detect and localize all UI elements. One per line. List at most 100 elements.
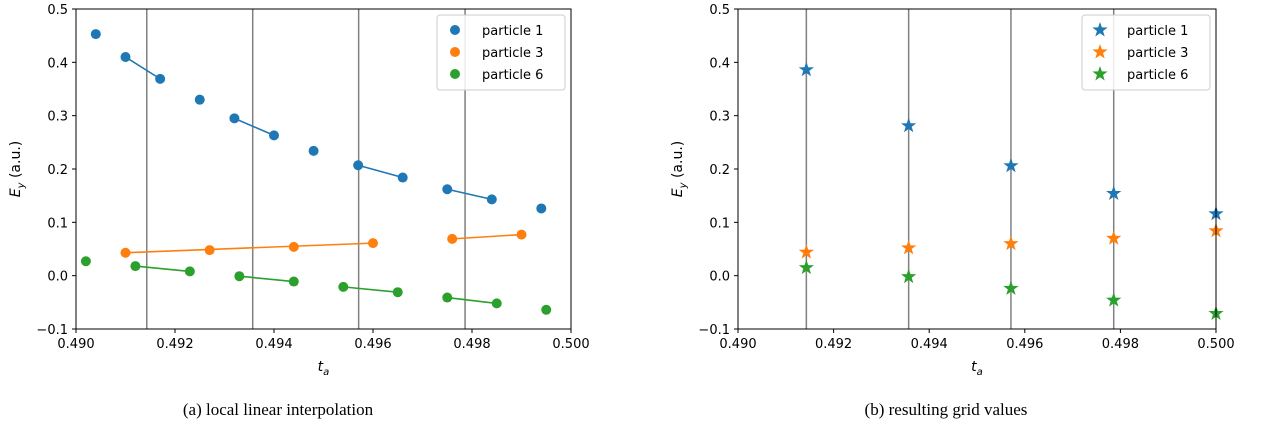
series-3-point-4 (234, 271, 245, 282)
y-tick-label: −0.1 (36, 323, 68, 338)
series-2-point-3 (1003, 235, 1019, 251)
y-tick-label: 0.5 (709, 3, 730, 18)
x-tick-label: 0.494 (255, 337, 292, 352)
legend-marker-2 (450, 47, 460, 57)
series-3-point-2 (130, 261, 141, 272)
series-2-segment-1 (125, 242, 374, 254)
series-1-segment-1 (125, 56, 161, 80)
y-tick-label: 0.4 (709, 56, 730, 71)
series-1-segment-3 (357, 164, 403, 179)
series-2-point-5 (447, 233, 458, 244)
series-3-segment-3 (343, 286, 398, 293)
y-tick-label: 0.1 (709, 216, 730, 231)
legend-marker-3 (450, 69, 460, 79)
legend: particle 1 particle 3 particle 6 (1081, 14, 1211, 91)
legend-label-2: particle 3 (1127, 46, 1188, 61)
caption-b: (b) resulting grid values (864, 400, 1028, 419)
series-1-point-2 (120, 52, 131, 62)
legend-box (436, 14, 566, 91)
y-axis-label: Ey (a.u.) (8, 141, 27, 198)
series-3-point-9 (491, 298, 502, 309)
y-tick-label: 0.5 (47, 3, 68, 18)
y-tick-label: 0.1 (47, 216, 68, 231)
legend-marker-1 (1092, 22, 1108, 37)
legend-label-3: particle 6 (482, 68, 543, 83)
series-3-point-5 (288, 276, 299, 287)
legend-marker-1 (450, 25, 460, 35)
y-tick-label: −0.1 (698, 323, 730, 338)
y-tick-label: 0.0 (47, 270, 68, 285)
series-2-point-4 (368, 238, 378, 249)
series-3-segment-1 (135, 265, 190, 273)
series-1-point-6 (269, 130, 279, 141)
series-3-segment-4 (447, 296, 497, 305)
y-tick-label: 0.2 (709, 163, 730, 178)
series-1-point-9 (397, 172, 408, 183)
series-3-point-6 (338, 281, 349, 292)
legend-box (1081, 14, 1211, 91)
series-1-point-4 (194, 94, 205, 105)
x-tick-label: 0.492 (815, 337, 852, 352)
series-3-point-1 (80, 256, 91, 267)
legend-marker-2 (1092, 44, 1108, 59)
y-tick-label: 0.2 (47, 163, 68, 178)
series-2-point-1 (798, 244, 814, 259)
x-tick-label: 0.498 (1102, 337, 1139, 352)
series-1-point-1 (798, 61, 814, 77)
x-tick-label: 0.496 (354, 337, 391, 352)
figure: 0.490 0.492 0.494 0.496 0.498 0.500 −0.1 0.0 0.1… (8, 3, 1235, 378)
caption-a: (a) local linear interpolation (182, 400, 374, 419)
series-3-point-4 (1106, 292, 1122, 307)
series-3-point-7 (392, 287, 403, 298)
series-2-point-2 (204, 245, 215, 256)
legend: particle 1 particle 3 particle 6 (436, 14, 566, 91)
legend-label-2: particle 3 (482, 46, 543, 61)
y-tick-label: 0.3 (47, 110, 68, 125)
legend-label-3: particle 6 (1127, 68, 1188, 83)
x-tick-label: 0.498 (453, 337, 490, 352)
series-1-point-12 (536, 203, 547, 214)
x-axis-label: ta (318, 359, 330, 378)
x-tick-label: 0.500 (1197, 337, 1234, 352)
x-tick-label: 0.490 (719, 337, 756, 352)
series-2-point-3 (288, 241, 299, 252)
series-1-point-5 (229, 113, 240, 124)
chart-panel-a: 0.490 0.492 0.494 0.496 0.498 0.500 −0.1 0.0 0.1… (8, 3, 590, 378)
series-2-point-6 (516, 229, 527, 240)
series-1-point-4 (1106, 185, 1122, 201)
x-axis-label: ta (971, 359, 983, 378)
series-1-point-11 (486, 194, 497, 205)
legend-label-1: particle 1 (482, 24, 543, 39)
series-2-point-4 (1106, 230, 1122, 245)
x-tick-label: 0.496 (1006, 337, 1043, 352)
chart-panel-b: 0.490 0.492 0.494 0.496 0.498 0.500 −0.1 0.0 0.1… (670, 3, 1235, 378)
x-tick-label: 0.494 (911, 337, 948, 352)
series-1-segment-2 (234, 117, 275, 137)
legend-label-1: particle 1 (1127, 24, 1188, 39)
series-3-segment-2 (239, 275, 294, 283)
series-3-point-10 (541, 304, 552, 315)
series-3-point-3 (184, 266, 195, 277)
y-tick-label: 0.0 (709, 270, 730, 285)
series-3-point-8 (442, 292, 453, 303)
series-1-segment-4 (447, 188, 492, 201)
series-1-point-3 (1003, 157, 1019, 173)
series-2-segment-2 (452, 233, 522, 240)
legend-marker-3 (1092, 66, 1108, 81)
series-1-point-10 (442, 184, 453, 195)
y-tick-label: 0.4 (47, 56, 68, 71)
x-tick-label: 0.492 (156, 337, 193, 352)
series-1-point-2 (901, 117, 917, 133)
series-3-point-3 (1003, 280, 1019, 295)
series-2-point-2 (901, 239, 917, 255)
y-axis-label: Ey (a.u.) (670, 141, 689, 198)
series-1-point-7 (308, 145, 319, 156)
series-1-point-8 (353, 160, 364, 171)
series-1-point-3 (155, 73, 166, 84)
series-2-point-1 (120, 247, 131, 258)
x-tick-label: 0.490 (57, 337, 94, 352)
x-tick-label: 0.500 (552, 337, 589, 352)
y-tick-label: 0.3 (709, 110, 730, 125)
series-3-point-1 (798, 259, 814, 275)
series-3-point-2 (901, 268, 917, 284)
